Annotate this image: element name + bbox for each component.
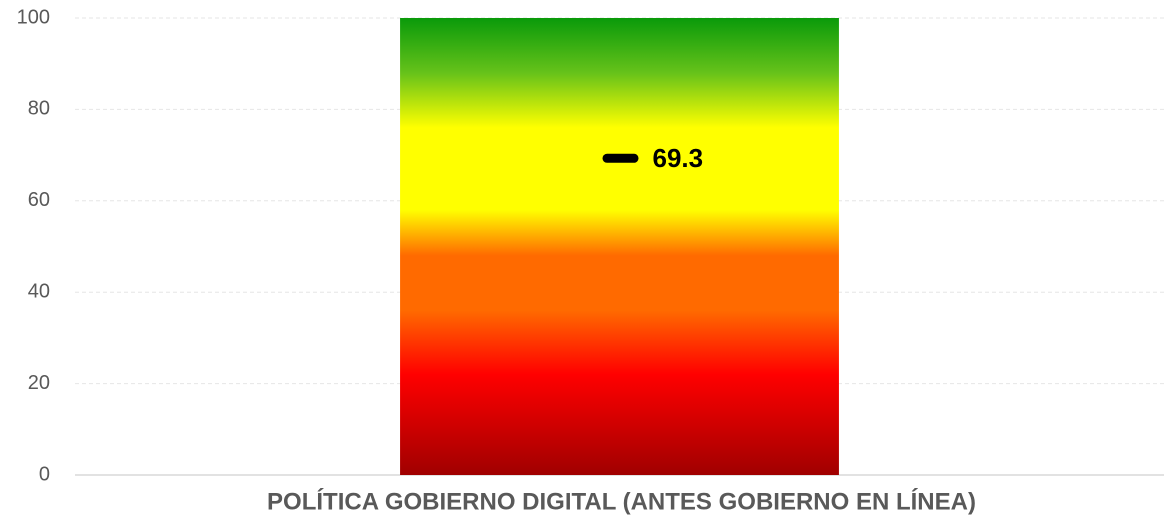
range-band xyxy=(400,18,839,475)
y-tick-label: 0 xyxy=(39,463,50,485)
value-label: 69.3 xyxy=(653,143,704,173)
y-tick-label: 20 xyxy=(28,372,50,394)
y-tick-label: 80 xyxy=(28,98,50,120)
y-tick-label: 40 xyxy=(28,280,50,302)
x-tick-label: POLÍTICA GOBIERNO DIGITAL (ANTES GOBIERN… xyxy=(267,487,976,515)
y-tick-label: 100 xyxy=(17,6,50,28)
y-tick-label: 60 xyxy=(28,189,50,211)
value-marker xyxy=(602,153,639,163)
